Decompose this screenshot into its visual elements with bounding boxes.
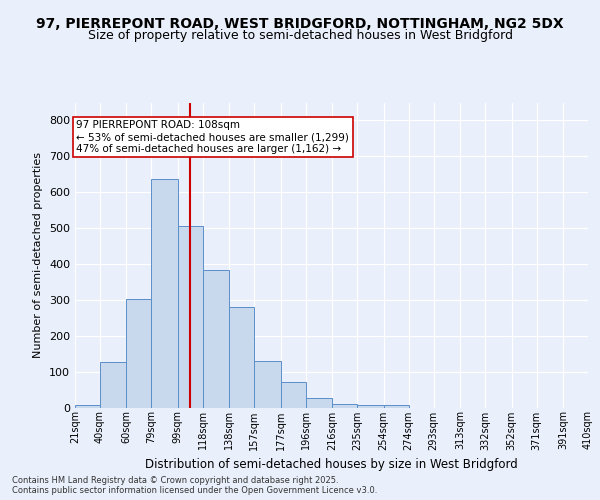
X-axis label: Distribution of semi-detached houses by size in West Bridgford: Distribution of semi-detached houses by … [145,458,518,471]
Bar [127,299,151,408]
Text: 97, PIERREPONT ROAD, WEST BRIDGFORD, NOTTINGHAM, NG2 5DX: 97, PIERREPONT ROAD, WEST BRIDGFORD, NOT… [36,18,564,32]
Bar [281,382,306,407]
Bar [357,404,383,407]
Bar [254,361,281,408]
Bar [151,178,178,408]
Text: Contains HM Land Registry data © Crown copyright and database right 2025.
Contai: Contains HM Land Registry data © Crown c… [12,476,377,495]
Bar [306,398,332,407]
Bar [75,404,100,407]
Bar [178,226,203,408]
Bar [203,270,229,407]
Bar [229,307,254,408]
Text: Size of property relative to semi-detached houses in West Bridgford: Size of property relative to semi-detach… [88,29,512,42]
Bar [383,406,409,407]
Bar [332,404,357,407]
Y-axis label: Number of semi-detached properties: Number of semi-detached properties [34,152,43,358]
Bar [100,362,127,408]
Text: 97 PIERREPONT ROAD: 108sqm
← 53% of semi-detached houses are smaller (1,299)
47%: 97 PIERREPONT ROAD: 108sqm ← 53% of semi… [76,120,349,154]
